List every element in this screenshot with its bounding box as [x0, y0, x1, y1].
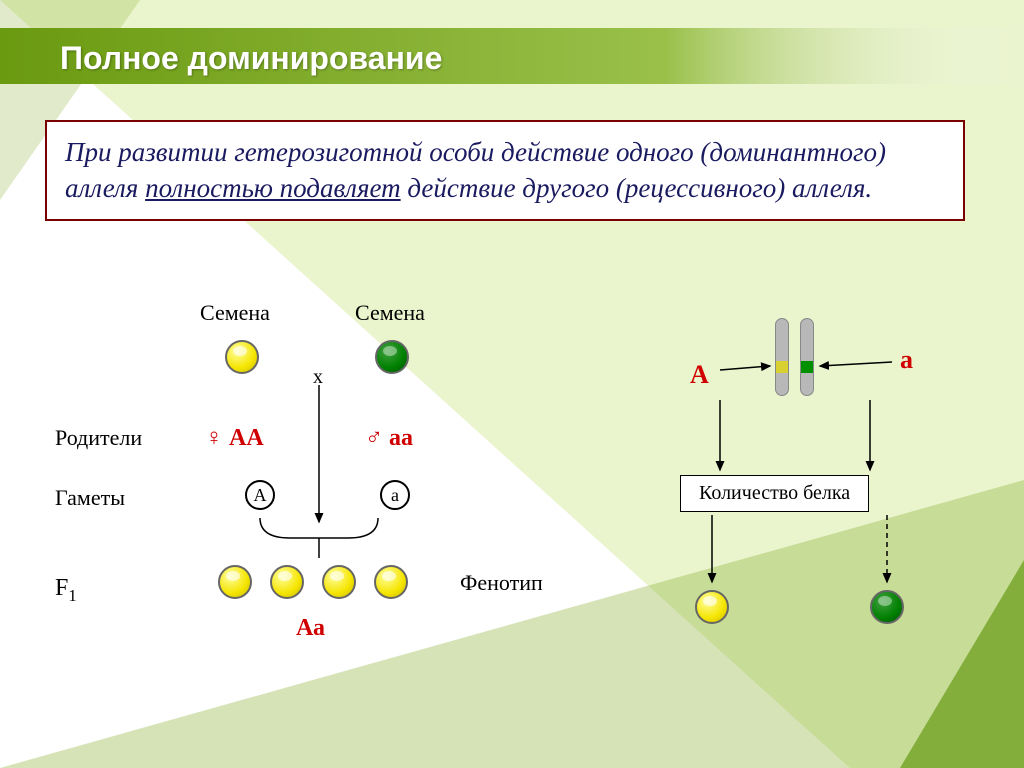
p2-genotype: аа — [389, 425, 413, 451]
seed-label-1: Семена — [200, 300, 270, 326]
gamete-a: а — [380, 480, 410, 510]
result-seed-green — [870, 590, 904, 624]
female-symbol: ♀ — [205, 425, 223, 451]
right-diagram-arrows — [0, 280, 1024, 760]
f1-row-label: F1 — [55, 575, 77, 606]
chromosome-A — [775, 318, 789, 396]
definition-box: При развитии гетерозиготной особи действ… — [45, 120, 965, 221]
def-underlined: полностью подавляет — [145, 173, 401, 203]
f1-seed-1 — [218, 565, 252, 599]
parents-row-label: Родители — [55, 425, 142, 451]
chr-band-A — [776, 361, 788, 373]
slide-title-bar: Полное доминирование — [0, 28, 1024, 89]
p1-genotype: АА — [229, 425, 264, 451]
def-part2: действие другого (рецессивного) аллеля. — [401, 173, 873, 203]
slide-title: Полное доминирование — [60, 40, 964, 77]
definition-text: При развитии гетерозиготной особи действ… — [65, 134, 945, 207]
parent1-seed-yellow — [225, 340, 259, 374]
f1-seed-2 — [270, 565, 304, 599]
diagram-area: Семена Семена х Родители ♀ АА ♂ аа Гамет… — [0, 280, 1024, 760]
chromosome-a — [800, 318, 814, 396]
protein-quantity-box: Количество белка — [680, 475, 869, 512]
allele-a-label: а — [900, 345, 913, 375]
f1-seed-3 — [322, 565, 356, 599]
left-cross-arrows — [0, 280, 1024, 760]
f1-seed-4 — [374, 565, 408, 599]
parent2-seed-green — [375, 340, 409, 374]
f1-subscript: 1 — [68, 586, 76, 605]
seed-label-2: Семена — [355, 300, 425, 326]
result-seed-yellow — [695, 590, 729, 624]
f1-letter: F — [55, 575, 68, 601]
allele-A-label: А — [690, 360, 709, 390]
cross-symbol: х — [313, 366, 323, 389]
gamete-A: А — [245, 480, 275, 510]
chr-band-a — [801, 361, 813, 373]
f1-genotype: Аа — [296, 615, 325, 642]
phenotype-label: Фенотип — [460, 570, 543, 596]
male-symbol: ♂ — [365, 425, 383, 451]
gametes-row-label: Гаметы — [55, 485, 125, 511]
